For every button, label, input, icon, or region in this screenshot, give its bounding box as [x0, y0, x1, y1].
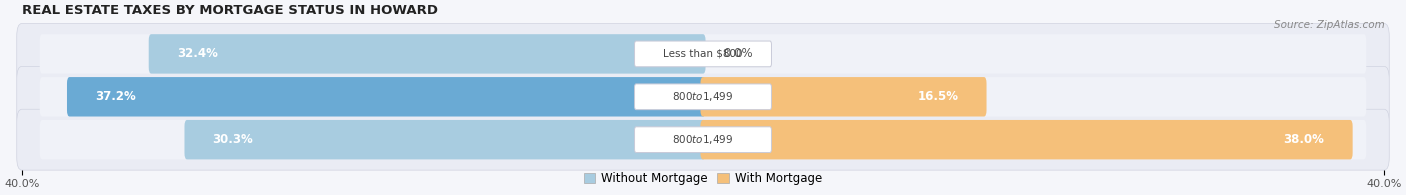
Text: 37.2%: 37.2%: [96, 90, 136, 103]
FancyBboxPatch shape: [17, 23, 1389, 84]
FancyBboxPatch shape: [17, 109, 1389, 170]
FancyBboxPatch shape: [17, 66, 1389, 127]
Text: Source: ZipAtlas.com: Source: ZipAtlas.com: [1274, 20, 1385, 29]
Text: Less than $800: Less than $800: [664, 49, 742, 59]
FancyBboxPatch shape: [634, 127, 772, 152]
Text: 30.3%: 30.3%: [212, 133, 253, 146]
Text: REAL ESTATE TAXES BY MORTGAGE STATUS IN HOWARD: REAL ESTATE TAXES BY MORTGAGE STATUS IN …: [22, 4, 437, 17]
FancyBboxPatch shape: [39, 77, 1367, 117]
Text: 16.5%: 16.5%: [918, 90, 959, 103]
FancyBboxPatch shape: [634, 84, 772, 110]
Text: $800 to $1,499: $800 to $1,499: [672, 90, 734, 103]
FancyBboxPatch shape: [700, 77, 987, 117]
Text: 38.0%: 38.0%: [1284, 133, 1324, 146]
FancyBboxPatch shape: [67, 77, 706, 117]
FancyBboxPatch shape: [149, 34, 706, 74]
FancyBboxPatch shape: [700, 120, 1353, 160]
FancyBboxPatch shape: [39, 120, 1367, 160]
Text: $800 to $1,499: $800 to $1,499: [672, 133, 734, 146]
Legend: Without Mortgage, With Mortgage: Without Mortgage, With Mortgage: [579, 168, 827, 190]
FancyBboxPatch shape: [634, 41, 772, 67]
FancyBboxPatch shape: [39, 34, 1367, 74]
Text: 0.0%: 0.0%: [724, 47, 754, 60]
Text: 32.4%: 32.4%: [177, 47, 218, 60]
FancyBboxPatch shape: [184, 120, 706, 160]
